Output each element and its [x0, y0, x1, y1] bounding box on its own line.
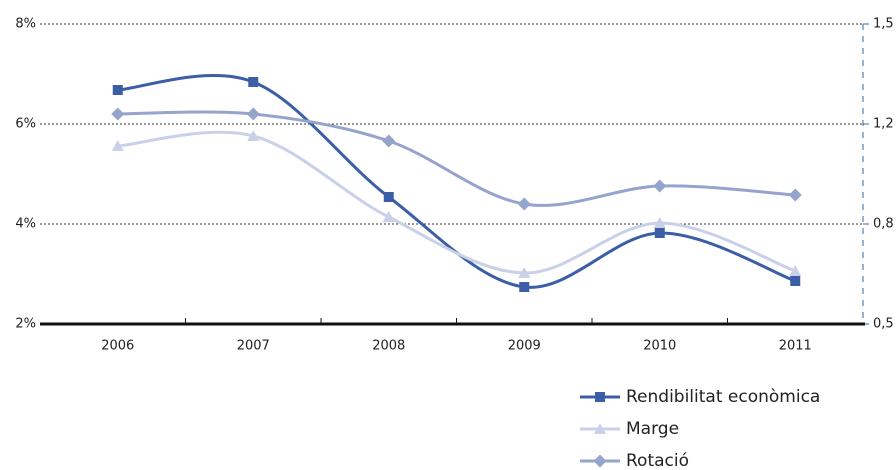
- point: [653, 179, 667, 193]
- series-line: [117, 74, 796, 289]
- x-tick-label: 2009: [508, 339, 541, 354]
- point: [789, 265, 802, 276]
- x-tick-label: 2007: [237, 339, 270, 354]
- point: [519, 282, 530, 292]
- legend-marker: [594, 423, 606, 434]
- point: [382, 134, 396, 148]
- point: [518, 267, 531, 278]
- y2-tick-label: 1,2: [873, 116, 894, 131]
- point: [383, 192, 394, 202]
- series-line: [117, 110, 796, 207]
- point: [653, 217, 666, 228]
- point: [248, 77, 259, 87]
- point: [382, 211, 395, 222]
- series-line: [117, 130, 796, 275]
- point: [654, 228, 665, 238]
- y-tick-label: 2%: [15, 317, 36, 332]
- point: [111, 140, 124, 151]
- legend-marker: [595, 392, 605, 402]
- legend-label: Marge: [626, 419, 679, 439]
- legend-label: Rotació: [626, 451, 689, 470]
- legend-marker: [593, 454, 607, 468]
- point: [517, 197, 531, 211]
- y-tick-label: 6%: [15, 117, 36, 132]
- y-tick-label: 4%: [15, 217, 36, 232]
- x-tick-label: 2008: [372, 339, 405, 354]
- point: [247, 130, 260, 141]
- x-tick-label: 2011: [779, 339, 812, 354]
- point: [112, 85, 123, 95]
- x-tick-label: 2010: [643, 339, 676, 354]
- y2-tick-label: 0,5: [873, 317, 894, 332]
- point: [111, 107, 125, 121]
- y2-tick-label: 0,8: [873, 217, 894, 232]
- y2-tick-label: 1,5: [873, 17, 894, 32]
- x-tick-label: 2006: [101, 339, 134, 354]
- point: [790, 276, 801, 286]
- y-tick-label: 8%: [15, 17, 36, 32]
- point: [246, 107, 260, 121]
- legend-label: Rendibilitat econòmica: [626, 387, 820, 407]
- point: [788, 188, 802, 202]
